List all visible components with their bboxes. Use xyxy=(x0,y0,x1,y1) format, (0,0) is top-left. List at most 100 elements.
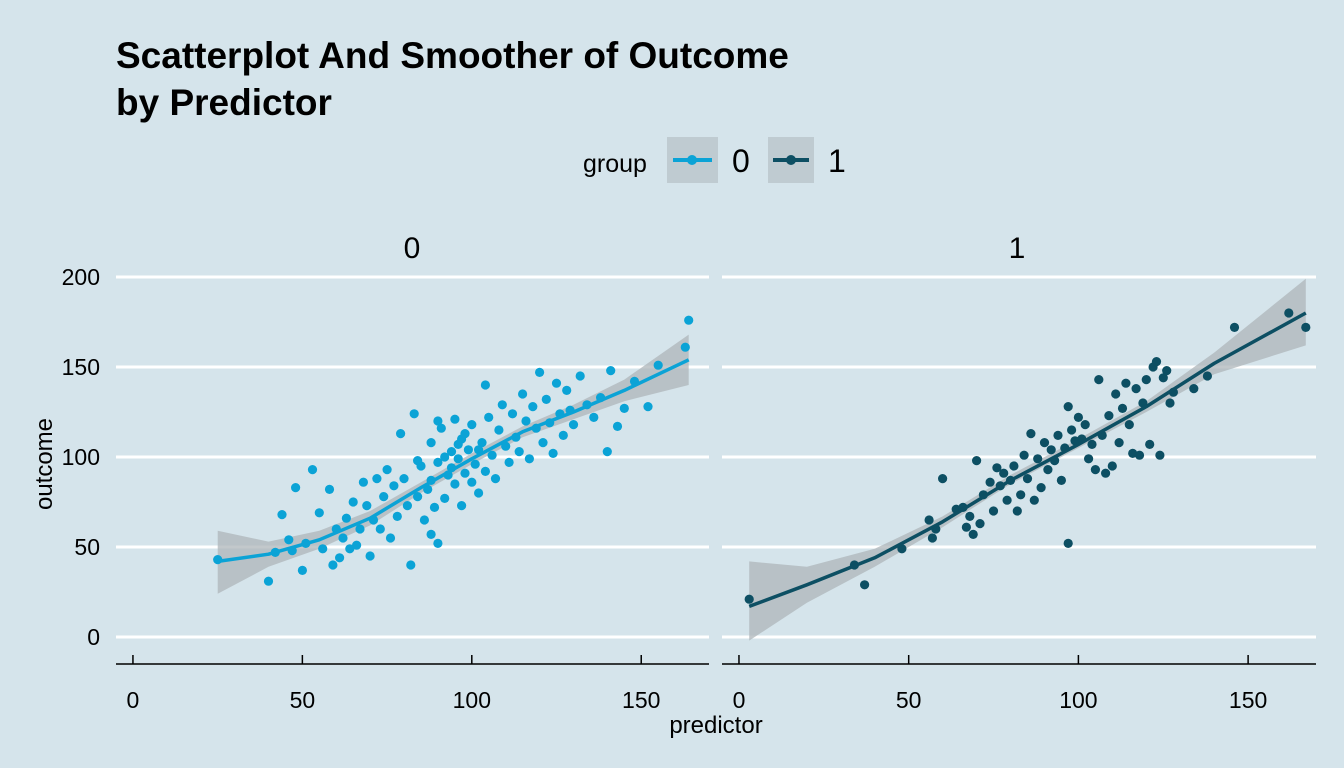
panel-0-point-19 xyxy=(348,497,358,507)
chart-title-line-2: by Predictor xyxy=(116,82,332,123)
panels-layer: 0 50 100 150 200 0 50 100 150 0 50 100 150 xyxy=(62,264,1316,713)
panel-0-point-21 xyxy=(355,524,365,534)
panel-1-point-33 xyxy=(1043,465,1053,475)
panel-0-point-10 xyxy=(314,508,324,518)
panel-0-point-24 xyxy=(365,551,375,561)
panel-0-point-45 xyxy=(433,457,443,467)
y-tick-label-2: 100 xyxy=(62,444,100,470)
panel-1-point-43 xyxy=(1073,412,1083,422)
panel-1-point-75 xyxy=(1284,308,1294,318)
legend-label-1: 1 xyxy=(828,143,846,179)
panel-0-strip-label: 0 xyxy=(404,232,421,265)
panel-1-point-4 xyxy=(924,515,934,525)
panel-0-point-68 xyxy=(497,400,507,410)
panel-1-point-18 xyxy=(992,463,1002,473)
panel-0-point-66 xyxy=(490,474,501,484)
panel-1-x-tick-label-0: 0 xyxy=(733,687,746,713)
panel-0-point-108 xyxy=(433,416,443,426)
panel-0-x-tick-label-0: 0 xyxy=(127,687,140,713)
panel-1-point-52 xyxy=(1104,411,1114,421)
panel-1-point-13 xyxy=(972,456,982,466)
y-tick-label-3: 150 xyxy=(62,354,100,380)
panel-0-point-57 xyxy=(463,445,473,455)
panel-1-point-60 xyxy=(1131,384,1141,394)
panel-0-point-31 xyxy=(389,481,399,491)
panel-1-point-2 xyxy=(860,580,870,590)
panel-0-point-101 xyxy=(680,342,690,352)
panel-0-point-20 xyxy=(352,540,362,550)
panel-0-point-105 xyxy=(440,452,450,462)
panel-0-point-71 xyxy=(507,409,518,419)
panel-0-point-59 xyxy=(467,420,477,430)
panel-0-point-60 xyxy=(470,459,480,469)
panel-1-point-73 xyxy=(1202,371,1212,381)
panel-0-point-89 xyxy=(568,420,579,430)
panel-0-point-90 xyxy=(575,371,585,381)
panel-1-point-26 xyxy=(1019,450,1029,460)
x-axis-title: predictor xyxy=(669,712,762,739)
panel-1-point-7 xyxy=(938,474,948,484)
panel-0-point-64 xyxy=(484,412,494,422)
panel-1: 0 50 100 150 xyxy=(722,275,1316,713)
panel-0-point-54 xyxy=(457,501,467,511)
panel-1-point-37 xyxy=(1056,475,1066,485)
panel-1-point-47 xyxy=(1087,439,1097,449)
panel-0-point-1 xyxy=(263,576,274,586)
legend-key-point-0 xyxy=(687,155,697,165)
panel-0-point-38 xyxy=(413,492,423,502)
panel-1-point-28 xyxy=(1026,429,1036,439)
legend-title: group xyxy=(583,150,647,178)
panel-1-point-41 xyxy=(1067,425,1077,435)
panel-0-point-76 xyxy=(524,454,535,464)
panel-0-point-18 xyxy=(345,544,355,554)
panel-1-point-76 xyxy=(1301,322,1311,332)
panel-1-point-14 xyxy=(975,519,985,529)
panel-0-point-96 xyxy=(612,421,623,431)
panel-0-point-48 xyxy=(440,493,450,503)
panel-1-point-67 xyxy=(1155,450,1165,460)
panel-0-point-17 xyxy=(341,513,351,523)
legend-key-point-1 xyxy=(786,155,796,165)
panel-1-point-68 xyxy=(1158,373,1168,383)
panel-1-x-tick-label-1: 50 xyxy=(896,687,922,713)
panel-1-point-11 xyxy=(965,511,975,521)
panel-0-point-44 xyxy=(429,502,440,512)
panel-0-point-102 xyxy=(684,315,694,325)
panel-0-point-84 xyxy=(551,378,562,388)
panel-1-point-40 xyxy=(1063,402,1073,412)
chart-title-line-1: Scatterplot And Smoother of Outcome xyxy=(116,35,789,76)
panel-0-point-32 xyxy=(392,511,402,521)
panel-0-point-29 xyxy=(382,465,392,475)
panel-0-point-34 xyxy=(399,474,409,484)
panel-0-point-104 xyxy=(426,529,436,540)
panel-0-point-26 xyxy=(372,474,382,484)
panel-1-confidence-band xyxy=(749,278,1306,641)
panel-0-point-87 xyxy=(562,385,572,395)
panel-1-point-17 xyxy=(988,506,999,516)
panel-1-point-49 xyxy=(1094,375,1104,385)
panel-0-point-15 xyxy=(335,553,345,563)
panel-0-point-62 xyxy=(477,438,487,448)
panel-0-point-7 xyxy=(297,565,307,576)
panel-0-point-77 xyxy=(528,402,538,412)
panel-1-point-23 xyxy=(1009,461,1019,471)
panel-1-point-25 xyxy=(1016,490,1026,500)
panel-0-point-52 xyxy=(450,414,460,424)
panel-0-x-tick-label-1: 50 xyxy=(290,687,316,713)
panel-0-point-46 xyxy=(433,538,443,549)
panel-0-point-4 xyxy=(284,535,294,545)
panel-0-point-28 xyxy=(379,492,389,502)
panel-1-point-46 xyxy=(1084,454,1094,464)
panel-0-point-67 xyxy=(494,425,504,435)
panel-1-strip-label: 1 xyxy=(1009,232,1026,265)
panel-1-point-55 xyxy=(1114,438,1124,448)
panel-1-x-tick-label-2: 100 xyxy=(1059,687,1097,713)
panel-0-point-97 xyxy=(619,403,629,413)
panel-0-point-63 xyxy=(480,466,490,476)
panel-1-point-0 xyxy=(744,594,754,604)
panel-0-point-11 xyxy=(318,544,328,554)
panel-1-point-12 xyxy=(968,529,978,540)
panel-1-point-31 xyxy=(1036,483,1046,493)
